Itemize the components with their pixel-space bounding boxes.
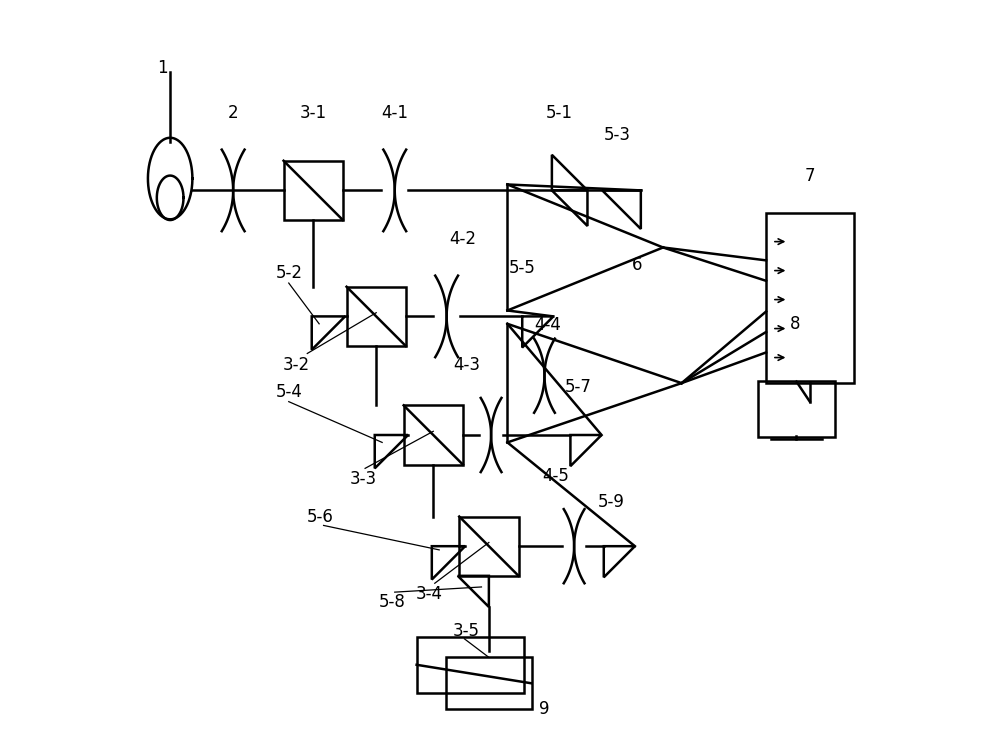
Text: 1: 1: [157, 59, 168, 77]
Text: 5-6: 5-6: [307, 507, 334, 525]
Text: 2: 2: [228, 103, 238, 121]
Text: 4-5: 4-5: [542, 466, 569, 485]
Text: 6: 6: [632, 255, 642, 274]
Text: 5-1: 5-1: [546, 103, 573, 121]
Text: 3-3: 3-3: [349, 470, 376, 489]
Text: 5-5: 5-5: [509, 259, 536, 278]
Text: 4-3: 4-3: [453, 356, 480, 373]
Bar: [417, 637, 524, 693]
Bar: [758, 381, 835, 437]
Text: 3-4: 3-4: [416, 586, 443, 603]
Text: 5-4: 5-4: [275, 383, 302, 401]
Bar: [446, 658, 532, 709]
Bar: [766, 213, 854, 383]
Text: 4-4: 4-4: [535, 316, 562, 334]
Text: 9: 9: [539, 700, 550, 718]
Text: 5-9: 5-9: [598, 493, 625, 510]
Text: 3-2: 3-2: [283, 356, 310, 373]
Text: 5-8: 5-8: [379, 593, 406, 611]
Text: 7: 7: [805, 167, 815, 185]
Text: 5-7: 5-7: [564, 378, 591, 396]
Text: 4-2: 4-2: [449, 230, 476, 248]
Text: 4-1: 4-1: [381, 103, 408, 121]
Text: 8: 8: [790, 315, 800, 333]
Text: 5-3: 5-3: [604, 126, 631, 144]
Text: 5-2: 5-2: [275, 264, 302, 283]
Text: 3-5: 3-5: [453, 623, 480, 641]
Text: 3-1: 3-1: [300, 103, 327, 121]
